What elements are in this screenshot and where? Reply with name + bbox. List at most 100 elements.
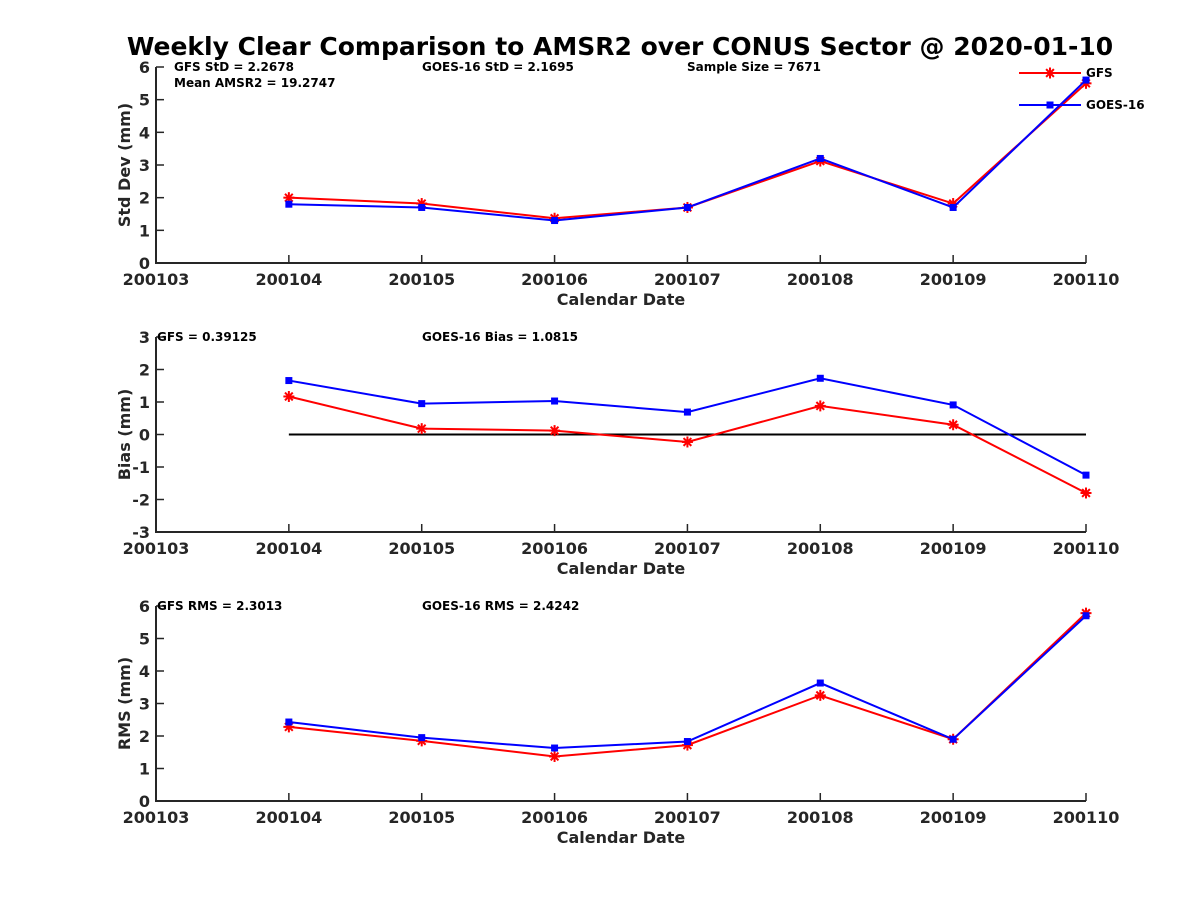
legend: GFS GOES-16 xyxy=(1019,66,1145,112)
stat-text: GOES-16 StD = 2.1695 xyxy=(422,60,574,74)
y-axis-label: Std Dev (mm) xyxy=(115,103,134,227)
data-point-goes16 xyxy=(949,401,957,409)
series-line-gfs xyxy=(288,82,1087,220)
y-tick-label: 3 xyxy=(139,156,150,175)
y-tick-label: 1 xyxy=(139,760,150,779)
series-line-goes16 xyxy=(288,79,1087,222)
stat-text: Mean AMSR2 = 19.2747 xyxy=(174,76,335,90)
data-point-goes16 xyxy=(551,397,559,405)
data-point-goes16 xyxy=(683,408,691,416)
y-tick-label: 2 xyxy=(139,727,150,746)
y-tick-label: 2 xyxy=(139,189,150,208)
data-point-goes16 xyxy=(418,400,426,408)
x-tick-label: 200103 xyxy=(123,808,190,827)
data-point-gfs xyxy=(549,425,561,437)
axes-frame xyxy=(155,67,1086,264)
data-point-gfs xyxy=(814,689,826,701)
stat-text: GFS StD = 2.2678 xyxy=(174,60,294,74)
x-tick-label: 200110 xyxy=(1053,539,1120,558)
data-point-goes16 xyxy=(1082,612,1090,620)
data-point-goes16 xyxy=(418,734,426,742)
y-tick-label: 1 xyxy=(139,221,150,240)
x-tick-label: 200106 xyxy=(521,270,588,289)
y-tick-label: 1 xyxy=(139,393,150,412)
x-tick-label: 200108 xyxy=(787,270,854,289)
data-point-gfs xyxy=(681,436,693,448)
y-tick-label: 0 xyxy=(139,426,150,445)
y-axis-label: RMS (mm) xyxy=(115,657,134,750)
stat-text: GFS RMS = 2.3013 xyxy=(157,599,282,613)
data-point-goes16 xyxy=(949,735,957,743)
stat-text: GOES-16 Bias = 1.0815 xyxy=(422,330,578,344)
legend-label-gfs: GFS xyxy=(1086,66,1113,80)
data-point-goes16 xyxy=(1082,76,1090,84)
x-tick-label: 200105 xyxy=(388,270,455,289)
y-tick-label: 6 xyxy=(139,597,150,616)
y-tick-label: 0 xyxy=(139,254,150,273)
data-point-gfs xyxy=(283,390,295,402)
y-tick-label: 4 xyxy=(139,662,150,681)
data-point-goes16 xyxy=(816,374,824,382)
x-tick-label: 200104 xyxy=(255,808,322,827)
x-axis-label: Calendar Date xyxy=(557,290,686,309)
panel-std: 0 1 2 3 4 5 6 200103 200104 200105 200106 200107 200… xyxy=(115,58,1145,309)
x-tick-label: 200109 xyxy=(920,539,987,558)
x-tick-label: 200108 xyxy=(787,808,854,827)
y-tick-label: 6 xyxy=(139,58,150,77)
y-axis-label: Bias (mm) xyxy=(115,389,134,481)
x-tick-label: 200110 xyxy=(1053,808,1120,827)
y-tick-label: 4 xyxy=(139,123,150,142)
y-tick-label: -3 xyxy=(132,523,150,542)
chart-title: Weekly Clear Comparison to AMSR2 over CO… xyxy=(127,32,1113,61)
x-tick-label: 200109 xyxy=(920,808,987,827)
x-axis-label: Calendar Date xyxy=(557,828,686,847)
data-point-goes16 xyxy=(1082,471,1090,479)
x-tick-label: 200103 xyxy=(123,539,190,558)
x-tick-label: 200105 xyxy=(388,539,455,558)
y-tick-label: -2 xyxy=(132,491,150,510)
x-tick-label: 200104 xyxy=(255,270,322,289)
legend-marker-gfs xyxy=(1044,67,1056,79)
data-point-goes16 xyxy=(285,200,293,208)
y-tick-label: 5 xyxy=(139,91,150,110)
data-point-gfs xyxy=(283,192,295,204)
y-tick-label: 0 xyxy=(139,792,150,811)
panel-rms: 0 1 2 3 4 5 6 200103 200104 200105 200106 200107 200… xyxy=(115,597,1119,847)
panel-bias: -3 -2 -1 0 1 2 3 200103 200104 200105 200106 200107… xyxy=(115,328,1119,578)
stat-text: GOES-16 RMS = 2.4242 xyxy=(422,599,579,613)
y-tick-label: 2 xyxy=(139,361,150,380)
data-point-goes16 xyxy=(949,203,957,211)
data-point-goes16 xyxy=(418,203,426,211)
data-point-goes16 xyxy=(816,154,824,162)
x-tick-label: 200110 xyxy=(1053,270,1120,289)
data-point-gfs xyxy=(1080,487,1092,499)
x-tick-label: 200107 xyxy=(654,270,721,289)
data-point-goes16 xyxy=(551,217,559,225)
series-line-goes16 xyxy=(288,615,1087,750)
x-tick-label: 200108 xyxy=(787,539,854,558)
data-point-gfs xyxy=(416,423,428,435)
x-tick-label: 200106 xyxy=(521,808,588,827)
series-line-goes16 xyxy=(288,377,1087,477)
data-point-goes16 xyxy=(285,377,293,385)
data-point-goes16 xyxy=(285,718,293,726)
legend-label-goes16: GOES-16 xyxy=(1086,98,1145,112)
y-tick-label: 3 xyxy=(139,695,150,714)
y-tick-label: 3 xyxy=(139,328,150,347)
y-tick-label: 5 xyxy=(139,630,150,649)
data-point-gfs xyxy=(947,419,959,431)
series-line-gfs xyxy=(288,612,1087,758)
y-tick-label: -1 xyxy=(132,458,150,477)
data-point-gfs xyxy=(549,750,561,762)
data-point-gfs xyxy=(814,400,826,412)
data-point-goes16 xyxy=(816,679,824,687)
x-tick-label: 200107 xyxy=(654,539,721,558)
x-axis-label: Calendar Date xyxy=(557,559,686,578)
data-point-goes16 xyxy=(683,203,691,211)
stat-text: GFS = 0.39125 xyxy=(157,330,257,344)
x-tick-label: 200107 xyxy=(654,808,721,827)
x-tick-label: 200104 xyxy=(255,539,322,558)
axes-frame xyxy=(155,606,1086,802)
